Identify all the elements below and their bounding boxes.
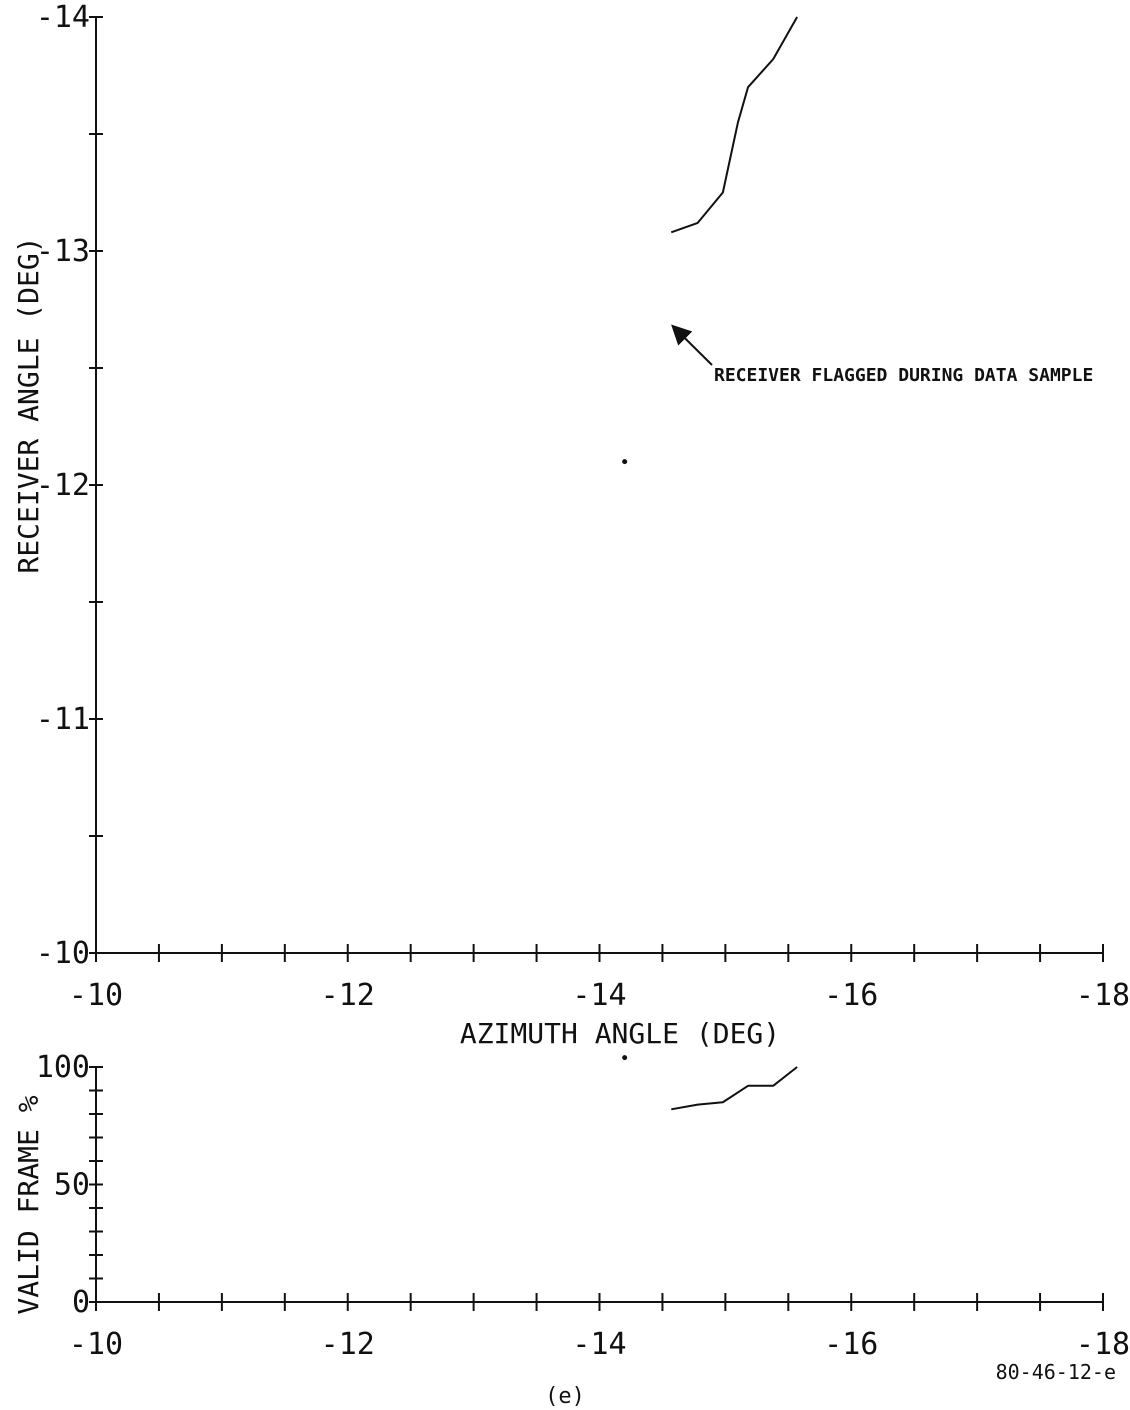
- frame-chart: -10 -12 -14 -16 -18 0 50 100 VALID FRAME %: [12, 1050, 1130, 1362]
- main-y-tick-label: -13: [36, 234, 90, 269]
- main-x-ticks: [95, 944, 1104, 962]
- frame-y-tick-label: 50: [54, 1168, 90, 1203]
- frame-y-tick-label: 100: [36, 1050, 90, 1085]
- main-x-tick-labels: -10 -12 -14 -16 -18: [69, 978, 1130, 1013]
- main-y-tick-label: -12: [36, 468, 90, 503]
- frame-y-axis-title: VALID FRAME %: [12, 1095, 45, 1314]
- main-x-tick-label: -10: [69, 978, 123, 1013]
- frame-series: [671, 1066, 798, 1111]
- main-y-tick-label: -11: [36, 702, 90, 737]
- main-isolated-point: [622, 459, 628, 465]
- frame-isolated-point: [622, 1055, 628, 1061]
- annotation-arrow: [671, 324, 713, 366]
- main-chart: -10 -12 -14 -16 -18 -10 -11 -12 -13 -14 AZIMUTH …: [12, 0, 1130, 1050]
- main-y-ticks: [89, 16, 103, 954]
- frame-y-ticks: [89, 1066, 103, 1303]
- main-y-tick-labels: -10 -11 -12 -13 -14: [36, 0, 90, 971]
- main-x-axis-title: AZIMUTH ANGLE (DEG): [460, 1017, 780, 1050]
- frame-x-tick-label: -12: [321, 1327, 375, 1362]
- frame-isolated-points: [622, 1055, 628, 1061]
- main-series: [670, 16, 798, 234]
- annotation-text: RECEIVER FLAGGED DURING DATA SAMPLE: [714, 365, 1093, 386]
- frame-x-tick-label: -10: [69, 1327, 123, 1362]
- main-x-tick-label: -12: [321, 978, 375, 1013]
- frame-x-tick-label: -16: [824, 1327, 878, 1362]
- frame-y-tick-labels: 0 50 100: [36, 1050, 90, 1320]
- figure-id: 80-46-12-e: [995, 1360, 1116, 1384]
- figure-caption: (e): [545, 1384, 585, 1409]
- main-y-tick-label: -14: [36, 0, 90, 35]
- frame-y-tick-label: 0: [72, 1285, 90, 1320]
- frame-series-line: [671, 1066, 798, 1111]
- frame-x-tick-labels: -10 -12 -14 -16 -18: [69, 1327, 1130, 1362]
- frame-x-tick-label: -14: [572, 1327, 626, 1362]
- main-isolated-points: [622, 459, 628, 465]
- main-series-line: [670, 16, 798, 234]
- frame-x-ticks: [95, 1293, 1104, 1311]
- main-x-tick-label: -14: [572, 978, 626, 1013]
- main-x-tick-label: -18: [1076, 978, 1130, 1013]
- main-x-tick-label: -16: [824, 978, 878, 1013]
- main-y-tick-label: -10: [36, 936, 90, 971]
- frame-x-tick-label: -18: [1076, 1327, 1130, 1362]
- main-y-axis-title: RECEIVER ANGLE (DEG): [12, 236, 45, 573]
